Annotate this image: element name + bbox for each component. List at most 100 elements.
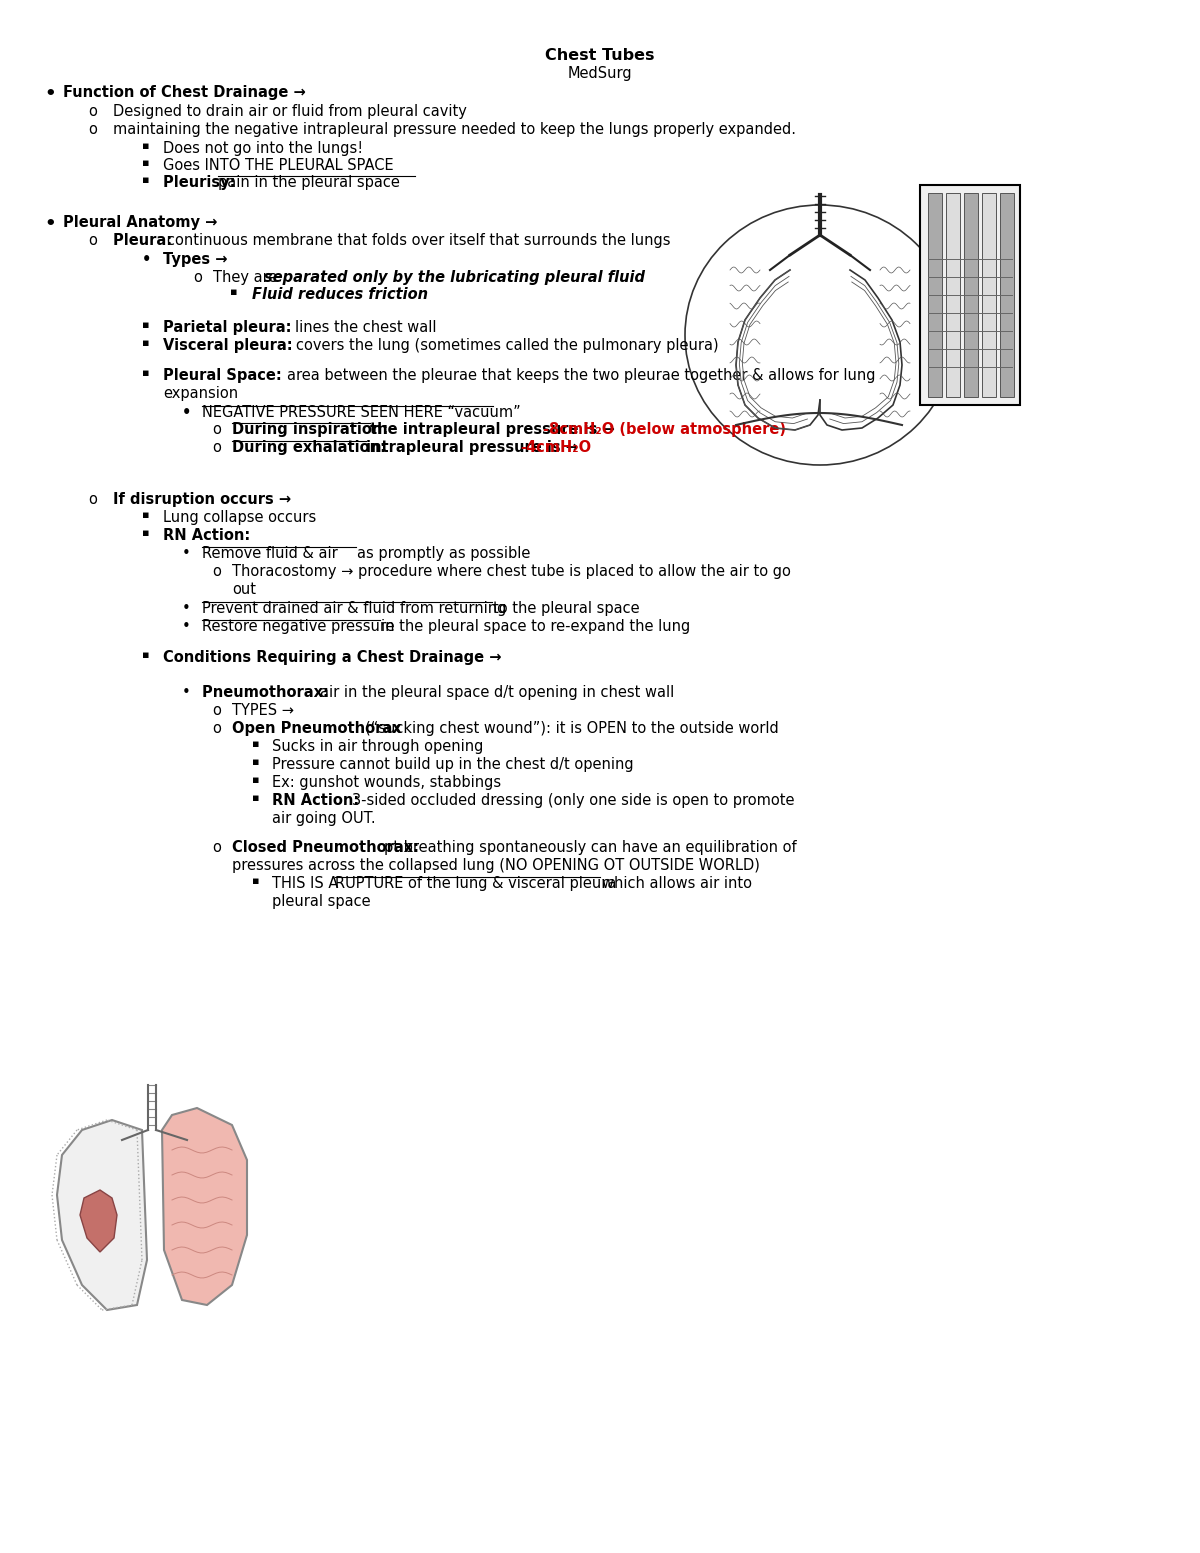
Text: ▪: ▪ [142, 175, 150, 185]
Text: area between the pleurae that keeps the two pleurae together & allows for lung: area between the pleurae that keeps the … [287, 368, 876, 384]
Text: air in the pleural space d/t opening in chest wall: air in the pleural space d/t opening in … [320, 685, 674, 700]
Text: During inspiration:: During inspiration: [232, 422, 394, 436]
Text: Parietal pleura:: Parietal pleura: [163, 320, 296, 335]
Text: which allows air into: which allows air into [602, 876, 752, 891]
Text: o: o [212, 564, 221, 579]
Text: ▪: ▪ [142, 141, 150, 151]
Text: air going OUT.: air going OUT. [272, 811, 376, 826]
Text: o: o [212, 422, 221, 436]
Text: TYPES →: TYPES → [232, 704, 294, 717]
Text: Open Pneumothorax: Open Pneumothorax [232, 721, 407, 736]
Text: ▪: ▪ [230, 287, 238, 297]
Text: pt breathing spontaneously can have an equilibration of: pt breathing spontaneously can have an e… [384, 840, 797, 856]
Polygon shape [58, 1120, 148, 1311]
Text: to the pleural space: to the pleural space [493, 601, 640, 617]
Text: maintaining the negative intrapleural pressure needed to keep the lungs properly: maintaining the negative intrapleural pr… [113, 123, 796, 137]
Text: ▪: ▪ [252, 756, 259, 767]
Text: •: • [142, 252, 151, 267]
Text: Pressure cannot build up in the chest d/t opening: Pressure cannot build up in the chest d/… [272, 756, 634, 772]
Text: ▪: ▪ [252, 739, 259, 749]
Polygon shape [982, 193, 996, 398]
Bar [920, 185, 1020, 405]
Text: THIS IS A: THIS IS A [272, 876, 343, 891]
Text: o: o [88, 123, 97, 137]
Text: If disruption occurs →: If disruption occurs → [113, 492, 292, 506]
Text: pain in the pleural space: pain in the pleural space [218, 175, 400, 189]
Text: expansion: expansion [163, 387, 238, 401]
Text: ▪: ▪ [142, 368, 150, 377]
Text: Pleural Anatomy →: Pleural Anatomy → [64, 214, 217, 230]
Polygon shape [946, 193, 960, 398]
Text: •: • [182, 601, 191, 617]
Text: ▪: ▪ [142, 509, 150, 520]
Text: •: • [182, 547, 191, 561]
Text: Remove fluid & air: Remove fluid & air [202, 547, 337, 561]
Text: -4cmH₂O: -4cmH₂O [520, 439, 592, 455]
Text: Prevent drained air & fluid from returning: Prevent drained air & fluid from returni… [202, 601, 506, 617]
Text: pleural space: pleural space [272, 895, 371, 909]
Text: Pleura:: Pleura: [113, 233, 178, 248]
Text: Does not go into the lungs!: Does not go into the lungs! [163, 141, 364, 155]
Text: ▪: ▪ [142, 651, 150, 660]
Text: covers the lung (sometimes called the pulmonary pleura): covers the lung (sometimes called the pu… [296, 339, 719, 353]
Polygon shape [162, 1107, 247, 1305]
Text: •: • [182, 405, 191, 419]
Text: Lung collapse occurs: Lung collapse occurs [163, 509, 317, 525]
Text: o: o [212, 704, 221, 717]
Text: They are: They are [214, 270, 282, 286]
Text: Closed Pneumothorax:: Closed Pneumothorax: [232, 840, 424, 856]
Text: ▪: ▪ [252, 876, 259, 887]
Text: Designed to drain air or fluid from pleural cavity: Designed to drain air or fluid from pleu… [113, 104, 467, 120]
Polygon shape [1000, 193, 1014, 398]
Text: Pleural Space:: Pleural Space: [163, 368, 287, 384]
Polygon shape [964, 193, 978, 398]
Text: Conditions Requiring a Chest Drainage →: Conditions Requiring a Chest Drainage → [163, 651, 502, 665]
Text: o: o [212, 439, 221, 455]
Text: •: • [182, 620, 191, 634]
Text: out: out [232, 582, 256, 596]
Text: o: o [212, 721, 221, 736]
Text: RN Action:: RN Action: [163, 528, 251, 544]
Text: Pneumothorax:: Pneumothorax: [202, 685, 334, 700]
Text: Thoracostomy → procedure where chest tube is placed to allow the air to go: Thoracostomy → procedure where chest tub… [232, 564, 791, 579]
Text: as promptly as possible: as promptly as possible [358, 547, 530, 561]
Text: -8cmH₂O (below atmosphere): -8cmH₂O (below atmosphere) [542, 422, 786, 436]
Text: in the pleural space to re-expand the lung: in the pleural space to re-expand the lu… [382, 620, 690, 634]
Text: ▪: ▪ [142, 528, 150, 537]
Text: ▪: ▪ [142, 158, 150, 168]
Text: ▪: ▪ [142, 339, 150, 348]
Text: o: o [88, 492, 97, 506]
Polygon shape [928, 193, 942, 398]
Text: separated only by the lubricating pleural fluid: separated only by the lubricating pleura… [264, 270, 646, 286]
Text: •: • [44, 85, 55, 102]
Text: o: o [212, 840, 221, 856]
Text: Sucks in air through opening: Sucks in air through opening [272, 739, 484, 755]
Text: •: • [182, 685, 191, 700]
Text: o: o [88, 233, 97, 248]
Ellipse shape [685, 205, 955, 464]
Polygon shape [80, 1190, 118, 1252]
Text: ▪: ▪ [252, 775, 259, 784]
Text: Pleurisy:: Pleurisy: [163, 175, 241, 189]
Text: Function of Chest Drainage →: Function of Chest Drainage → [64, 85, 306, 99]
Text: ▪: ▪ [252, 794, 259, 803]
Text: the intrapleural pressure is →: the intrapleural pressure is → [370, 422, 620, 436]
Text: •: • [44, 214, 55, 233]
Text: Types →: Types → [163, 252, 228, 267]
Text: o: o [88, 104, 97, 120]
Text: Visceral pleura:: Visceral pleura: [163, 339, 298, 353]
Text: intrapleural pressure is →: intrapleural pressure is → [366, 439, 583, 455]
Text: MedSurg: MedSurg [568, 65, 632, 81]
Text: During exhalation:: During exhalation: [232, 439, 391, 455]
Text: NEGATIVE PRESSURE SEEN HERE “vacuum”: NEGATIVE PRESSURE SEEN HERE “vacuum” [202, 405, 521, 419]
Text: ▪: ▪ [142, 320, 150, 329]
Text: 3-sided occluded dressing (only one side is open to promote: 3-sided occluded dressing (only one side… [352, 794, 794, 808]
Text: Chest Tubes: Chest Tubes [545, 48, 655, 64]
Text: (“sucking chest wound”): it is OPEN to the outside world: (“sucking chest wound”): it is OPEN to t… [365, 721, 779, 736]
Text: Ex: gunshot wounds, stabbings: Ex: gunshot wounds, stabbings [272, 775, 502, 790]
Text: lines the chest wall: lines the chest wall [295, 320, 437, 335]
Text: o: o [193, 270, 202, 286]
Text: RN Action:: RN Action: [272, 794, 365, 808]
Text: pressures across the collapsed lung (NO OPENING OT OUTSIDE WORLD): pressures across the collapsed lung (NO … [232, 857, 760, 873]
Text: continuous membrane that folds over itself that surrounds the lungs: continuous membrane that folds over itse… [167, 233, 671, 248]
